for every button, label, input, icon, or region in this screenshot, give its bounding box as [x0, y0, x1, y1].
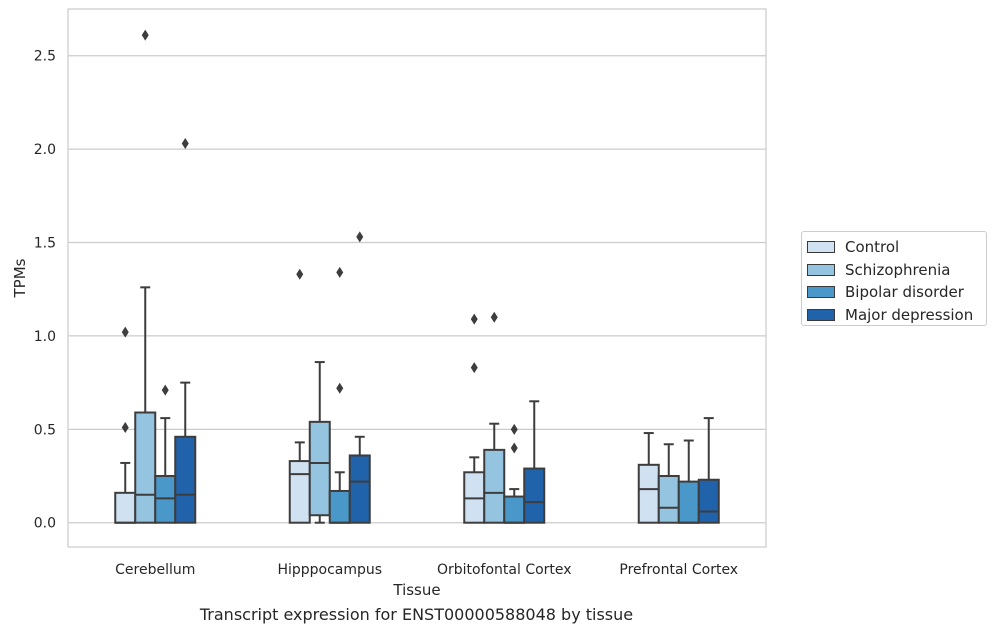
- legend-label-control: Control: [845, 238, 900, 257]
- box-iqr: [523, 467, 546, 524]
- outlier-point: [510, 423, 518, 435]
- box-major-depression-cerebellum: [174, 138, 197, 524]
- outlier-point: [121, 326, 129, 338]
- box-control-prefrontal-cortex: [637, 432, 660, 524]
- legend-label-major-depression: Major depression: [845, 305, 974, 324]
- box-schizophrenia-cerebellum: [134, 29, 157, 524]
- outlier-point: [141, 29, 149, 41]
- box-iqr: [677, 480, 700, 524]
- box-major-depression-prefrontal-cortex: [697, 417, 720, 524]
- box-bipolar-disorder-prefrontal-cortex: [677, 439, 700, 524]
- box-iqr: [114, 491, 137, 524]
- box-iqr: [637, 463, 660, 524]
- x-tick-label-prefrontal-cortex: Prefrontal Cortex: [619, 562, 738, 578]
- box-iqr: [503, 495, 526, 524]
- legend-swatch-control: [807, 241, 835, 254]
- box-bipolar-disorder-orbitofontal-cortex: [503, 423, 526, 524]
- box-iqr: [308, 420, 331, 517]
- legend-swatch-major-depression: [807, 308, 835, 321]
- outlier-point: [336, 382, 344, 394]
- x-tick-label-orbitofontal-cortex: Orbitofontal Cortex: [437, 562, 572, 578]
- x-tick-label-cerebellum: Cerebellum: [115, 562, 195, 578]
- box-layer: [114, 29, 720, 524]
- box-iqr: [483, 448, 506, 524]
- outlier-point: [121, 421, 129, 433]
- box-iqr: [657, 475, 680, 524]
- box-schizophrenia-hipppocampus: [308, 361, 331, 524]
- x-tick-label-hipppocampus: Hipppocampus: [277, 562, 382, 578]
- box-major-depression-hipppocampus: [348, 231, 371, 524]
- x-tick-labels: Cerebellum Hipppocampus Orbitofontal Corte…: [115, 562, 738, 578]
- y-tick-label: 2.5: [34, 49, 56, 65]
- outlier-point: [336, 266, 344, 278]
- outlier-point: [296, 268, 304, 280]
- legend-item-control: Control: [807, 236, 986, 259]
- box-bipolar-disorder-hipppocampus: [328, 266, 351, 524]
- box-control-cerebellum: [114, 326, 137, 524]
- y-axis-label: TPMs: [11, 258, 29, 298]
- x-axis-label: Tissue: [392, 581, 440, 599]
- legend-item-major-depression: Major depression: [807, 304, 986, 327]
- box-iqr: [288, 460, 311, 524]
- y-tick-labels: 0.0 0.5 1.0 1.5 2.0 2.5: [34, 49, 56, 532]
- box-bipolar-disorder-cerebellum: [154, 384, 177, 524]
- outlier-point: [490, 311, 498, 323]
- outlier-point: [161, 384, 169, 396]
- box-iqr: [348, 454, 371, 524]
- legend-swatch-bipolar-disorder: [807, 286, 835, 299]
- y-tick-label: 1.0: [34, 329, 56, 345]
- box-control-orbitofontal-cortex: [463, 313, 486, 524]
- legend-swatch-schizophrenia: [807, 263, 835, 276]
- box-iqr: [174, 435, 197, 524]
- legend: Control Schizophrenia Bipolar disorder M…: [801, 231, 987, 326]
- y-tick-label: 0.0: [34, 516, 56, 532]
- legend-label-bipolar-disorder: Bipolar disorder: [845, 283, 964, 302]
- box-schizophrenia-orbitofontal-cortex: [483, 311, 506, 524]
- outlier-point: [181, 138, 189, 149]
- outlier-point: [356, 231, 364, 243]
- box-major-depression-orbitofontal-cortex: [523, 400, 546, 524]
- y-tick-label: 0.5: [34, 422, 56, 438]
- box-iqr: [328, 489, 351, 524]
- y-tick-label: 1.5: [34, 236, 56, 252]
- box-iqr: [134, 411, 157, 524]
- box-schizophrenia-prefrontal-cortex: [657, 443, 680, 524]
- legend-item-bipolar-disorder: Bipolar disorder: [807, 281, 986, 304]
- plot-frame: [67, 8, 767, 548]
- y-tick-label: 2.0: [34, 142, 56, 158]
- outlier-point: [470, 313, 478, 325]
- grid-layer: [68, 55, 766, 524]
- chart-caption: Transcript expression for ENST0000058804…: [199, 605, 634, 624]
- legend-item-schizophrenia: Schizophrenia: [807, 259, 986, 282]
- outlier-point: [510, 442, 518, 454]
- box-control-hipppocampus: [288, 268, 311, 524]
- outlier-point: [470, 362, 478, 374]
- box-iqr: [697, 478, 720, 524]
- legend-label-schizophrenia: Schizophrenia: [845, 260, 951, 279]
